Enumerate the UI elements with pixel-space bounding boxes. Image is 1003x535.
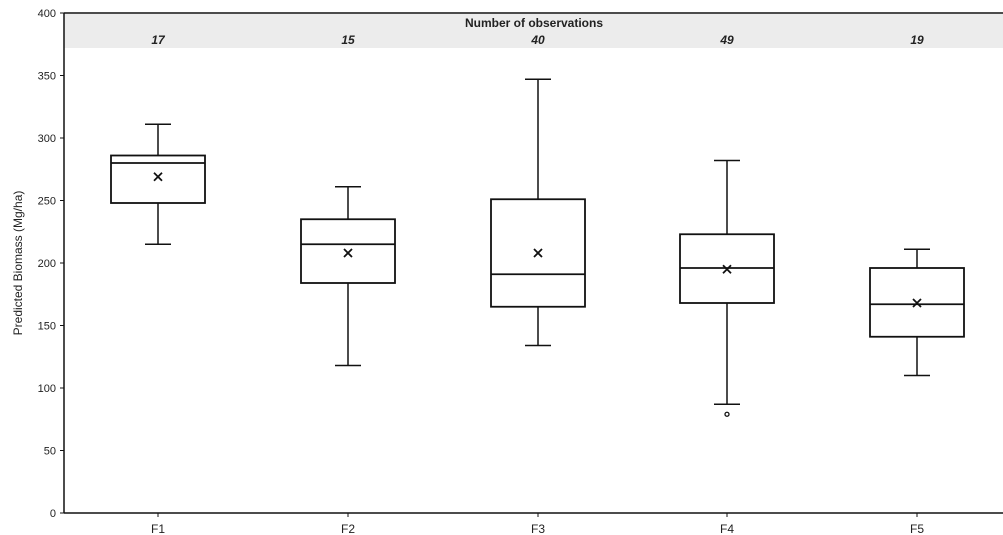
box-f2 (300, 186, 396, 367)
mean-marker (343, 248, 353, 258)
y-tick-label: 400 (38, 8, 56, 20)
y-axis-ticks: 0 50 100 150 200 250 300 350 400 (38, 8, 64, 520)
y-tick-label: 250 (38, 196, 56, 208)
box-f5 (869, 248, 965, 377)
observations-title: Number of observations (465, 16, 603, 30)
y-tick-label: 0 (50, 508, 56, 520)
box-f3 (490, 78, 586, 347)
boxes (110, 78, 965, 417)
iqr-box (300, 218, 396, 284)
y-tick-label: 350 (38, 71, 56, 83)
mean-marker (533, 248, 543, 258)
y-tick-label: 50 (44, 446, 56, 458)
y-tick-label: 100 (38, 383, 56, 395)
observation-count: 17 (151, 33, 166, 47)
x-tick-label: F4 (720, 522, 734, 535)
mean-marker (153, 172, 163, 182)
observation-count: 49 (719, 33, 734, 47)
x-tick-label: F1 (151, 522, 165, 535)
x-tick-label: F5 (910, 522, 924, 535)
x-tick-label: F2 (341, 522, 355, 535)
y-tick-label: 150 (38, 321, 56, 333)
observation-count: 40 (530, 33, 545, 47)
y-tick-label: 300 (38, 133, 56, 145)
x-tick-label: F3 (531, 522, 545, 535)
box-f4 (679, 159, 775, 417)
observation-count: 15 (341, 33, 355, 47)
outlier-point (724, 411, 730, 417)
observation-count: 19 (910, 33, 924, 47)
mean-marker (912, 298, 922, 308)
box-f1 (110, 123, 206, 245)
observations-header-band (64, 14, 1003, 48)
x-axis-labels: F1 F2 F3 F4 F5 (151, 513, 924, 535)
y-axis-label: Predicted Biomass (Mg/ha) (11, 191, 25, 336)
observation-counts: 17 15 40 49 19 (151, 33, 924, 47)
y-tick-label: 200 (38, 258, 56, 270)
mean-marker (722, 264, 732, 274)
